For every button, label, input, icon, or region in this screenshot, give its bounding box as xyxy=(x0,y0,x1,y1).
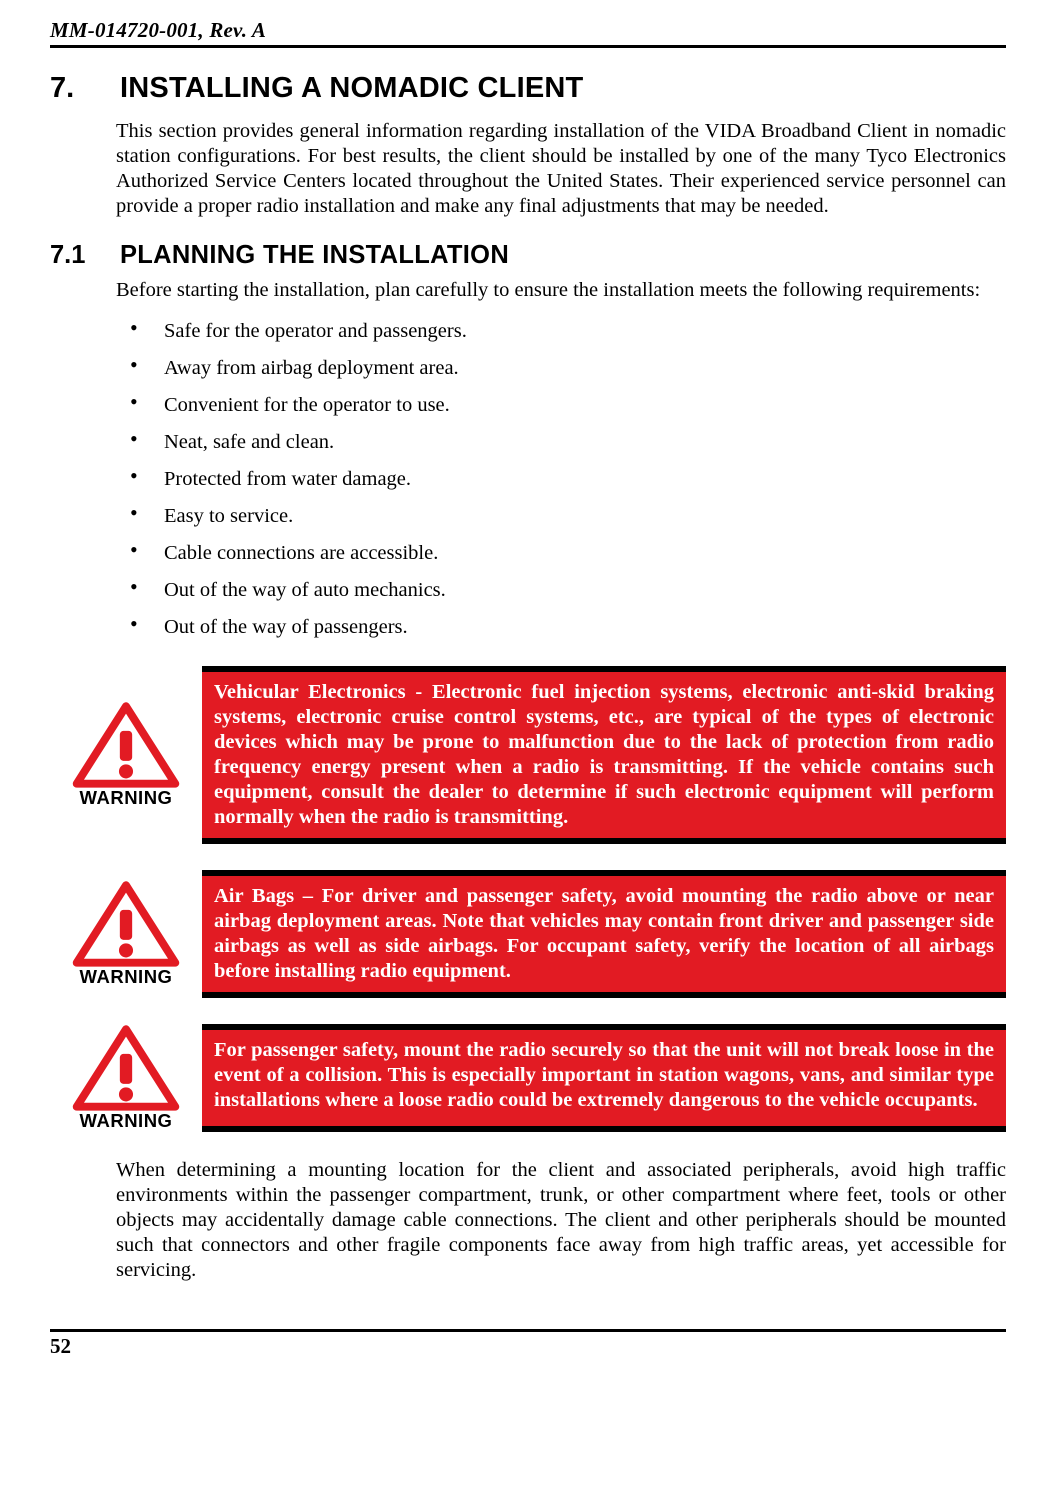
list-item: Out of the way of passengers. xyxy=(116,609,1006,646)
section-heading: 7. INSTALLING A NOMADIC CLIENT xyxy=(50,72,1006,105)
warning-triangle-icon xyxy=(72,880,180,968)
warning-text: For passenger safety, mount the radio se… xyxy=(202,1024,1006,1132)
subsection-title: PLANNING THE INSTALLATION xyxy=(120,241,509,269)
section-number: 7. xyxy=(50,72,116,105)
warning-block: WARNING Vehicular Electronics - Electron… xyxy=(50,666,1006,844)
list-item: Out of the way of auto mechanics. xyxy=(116,572,1006,609)
warning-label: WARNING xyxy=(80,966,173,988)
list-item: Protected from water damage. xyxy=(116,461,1006,498)
list-item: Easy to service. xyxy=(116,498,1006,535)
running-header: MM-014720-001, Rev. A xyxy=(50,0,1006,48)
subsection-heading: 7.1 PLANNING THE INSTALLATION xyxy=(50,241,1006,270)
warning-text: Vehicular Electronics - Electronic fuel … xyxy=(202,666,1006,844)
subsection-number: 7.1 xyxy=(50,241,116,270)
warning-block: WARNING For passenger safety, mount the … xyxy=(50,1024,1006,1132)
page-number: 52 xyxy=(50,1334,71,1358)
list-item: Neat, safe and clean. xyxy=(116,424,1006,461)
section-intro: This section provides general informatio… xyxy=(116,119,1006,219)
subsection-lead: Before starting the installation, plan c… xyxy=(116,278,1006,303)
warning-icon-column: WARNING xyxy=(50,1024,202,1132)
closing-paragraph: When determining a mounting location for… xyxy=(116,1158,1006,1283)
warning-icon-column: WARNING xyxy=(50,870,202,998)
warning-label: WARNING xyxy=(80,787,173,809)
list-item: Away from airbag deployment area. xyxy=(116,350,1006,387)
footer-rule: 52 xyxy=(50,1329,1006,1359)
warning-triangle-icon xyxy=(72,1024,180,1112)
warning-triangle-icon xyxy=(72,701,180,789)
list-item: Cable connections are accessible. xyxy=(116,535,1006,572)
list-item: Safe for the operator and passengers. xyxy=(116,313,1006,350)
warning-icon-column: WARNING xyxy=(50,666,202,844)
list-item: Convenient for the operator to use. xyxy=(116,387,1006,424)
requirements-list: Safe for the operator and passengers. Aw… xyxy=(116,313,1006,646)
warning-block: WARNING Air Bags – For driver and passen… xyxy=(50,870,1006,998)
section-title: INSTALLING A NOMADIC CLIENT xyxy=(120,72,583,104)
page: MM-014720-001, Rev. A 7. INSTALLING A NO… xyxy=(0,0,1056,1487)
warning-text: Air Bags – For driver and passenger safe… xyxy=(202,870,1006,998)
warning-label: WARNING xyxy=(80,1110,173,1132)
